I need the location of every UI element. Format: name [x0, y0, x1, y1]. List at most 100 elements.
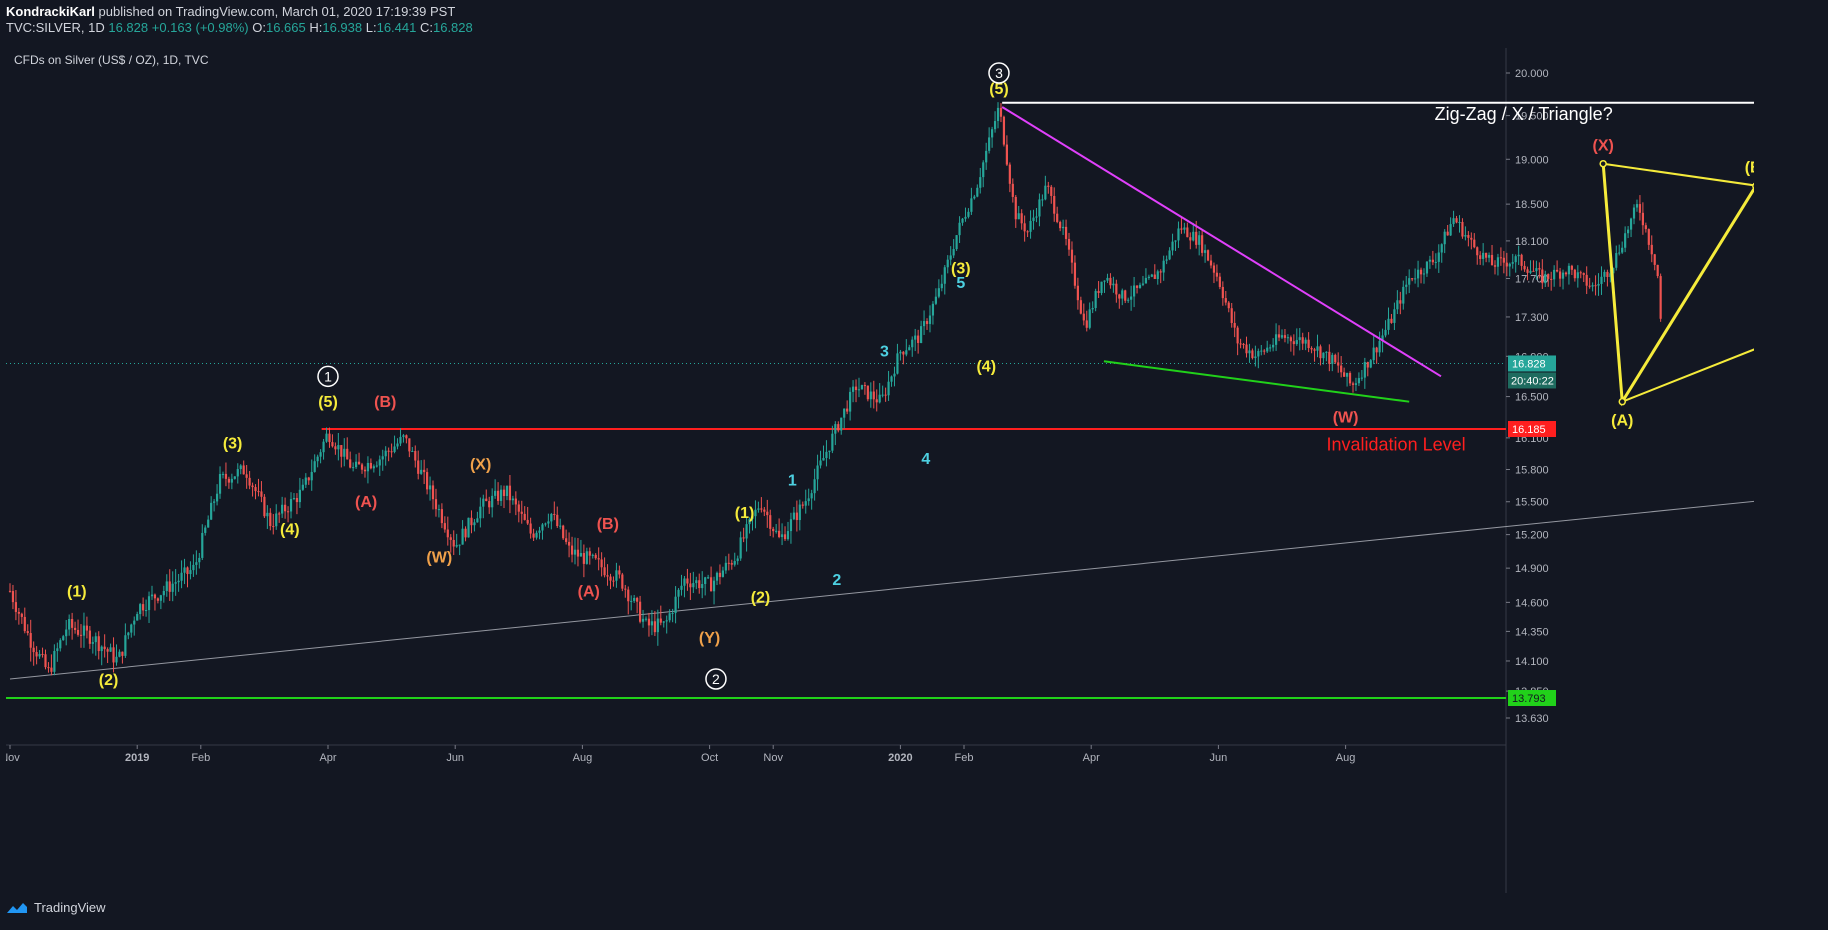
candle-body — [162, 590, 165, 596]
open-label: O: — [252, 20, 266, 35]
candle-body — [289, 499, 293, 512]
candle-body — [1150, 274, 1153, 277]
candle-body — [431, 485, 435, 500]
candle-body — [621, 574, 624, 589]
candle-body — [718, 572, 722, 577]
x-tick-label: Aug — [1336, 752, 1356, 764]
candle-body — [1375, 347, 1378, 353]
candle-body — [517, 504, 520, 512]
candle-body — [567, 541, 571, 546]
candle-body — [23, 616, 26, 632]
projection-point — [1618, 397, 1627, 406]
candle-body — [449, 537, 452, 540]
candle-body — [1621, 247, 1624, 253]
candle-body — [56, 648, 59, 651]
candle-body — [559, 525, 562, 527]
candle-body — [1337, 362, 1340, 366]
candle-body — [763, 509, 766, 512]
candle-body — [1147, 276, 1150, 278]
candle-body — [1384, 329, 1387, 336]
candle-body — [1597, 283, 1600, 286]
candle-body — [121, 651, 124, 656]
candle-body — [1369, 360, 1372, 368]
candle-body — [1470, 237, 1473, 240]
price-chart[interactable]: CFDs on Silver (US$ / OZ), 1D, TVC 20.000… — [0, 48, 1828, 893]
close-value: 16.828 — [432, 20, 473, 35]
candle-body — [1582, 273, 1585, 275]
candle-body — [1017, 213, 1020, 220]
x-tick-label: Nov — [763, 752, 783, 764]
candle-body — [1381, 335, 1384, 341]
candle-body — [1041, 199, 1044, 201]
invalidation-tag — [1508, 421, 1556, 438]
x-tick-label: Feb — [955, 752, 974, 764]
candle-body — [647, 618, 651, 626]
candle-body — [1647, 229, 1650, 245]
open-value: 16.665 — [265, 20, 306, 35]
candle-body — [115, 656, 118, 663]
candle-body — [1360, 377, 1363, 379]
candle-body — [245, 474, 248, 478]
support-tag-text: 13.793 — [1512, 693, 1546, 705]
candle-body — [1053, 195, 1056, 214]
candle-body — [482, 498, 485, 507]
y-tick-label: 13.630 — [1515, 713, 1549, 725]
candle-body — [491, 495, 494, 508]
wave-label: 2 — [832, 572, 841, 589]
candle-body — [263, 496, 266, 517]
candle-body — [1304, 339, 1307, 344]
candle-body — [8, 590, 12, 592]
candle-body — [35, 652, 38, 657]
candle-body — [612, 580, 615, 582]
wave-label: (X) — [470, 456, 491, 473]
candle-body — [940, 283, 943, 289]
candle-body — [85, 625, 89, 631]
candle-body — [198, 557, 201, 563]
candle-body — [461, 528, 464, 545]
x-tick-label: Jun — [1210, 752, 1228, 764]
candle-body — [579, 553, 583, 557]
candle-body — [1600, 276, 1603, 284]
candle-body — [47, 667, 50, 669]
candle-body — [1570, 265, 1573, 270]
wave-label: (B) — [374, 394, 396, 411]
candle-body — [668, 613, 671, 621]
candle-body — [1603, 271, 1606, 277]
candle-body — [769, 515, 772, 529]
candle-body — [1135, 285, 1139, 288]
candle-body — [843, 408, 846, 418]
candle-body — [251, 485, 254, 488]
candle-body — [1144, 277, 1148, 284]
candle-body — [307, 477, 310, 481]
candle-body — [905, 350, 908, 355]
candle-body — [1165, 259, 1168, 261]
candle-body — [372, 466, 375, 469]
annotation-title: Zig-Zag / X / Triangle? — [1435, 104, 1613, 124]
candle-body — [1047, 185, 1050, 187]
candle-body — [363, 469, 367, 472]
author-name[interactable]: KondrackiKarl — [6, 4, 95, 19]
candle-body — [381, 456, 384, 460]
candle-body — [316, 456, 319, 462]
candle-body — [325, 433, 328, 442]
candle-body — [1594, 285, 1597, 287]
candle-body — [1203, 250, 1207, 253]
candle-body — [511, 498, 514, 501]
candle-body — [494, 490, 497, 496]
candle-body — [233, 476, 236, 479]
tradingview-footer[interactable]: TradingView — [6, 900, 106, 915]
candle-body — [955, 235, 958, 250]
candle-body — [1387, 318, 1390, 330]
candle-body — [562, 525, 565, 539]
candle-body — [1612, 267, 1615, 274]
candle-body — [443, 523, 446, 530]
candle-body — [508, 485, 512, 501]
candle-body — [1319, 346, 1322, 359]
candle-body — [207, 519, 210, 528]
candle-body — [1458, 221, 1461, 223]
candle-body — [630, 600, 633, 602]
candle-body — [807, 498, 810, 502]
candle-body — [603, 567, 606, 576]
chart-svg[interactable]: CFDs on Silver (US$ / OZ), 1D, TVC 20.000… — [0, 48, 1828, 893]
candle-body — [393, 446, 396, 452]
